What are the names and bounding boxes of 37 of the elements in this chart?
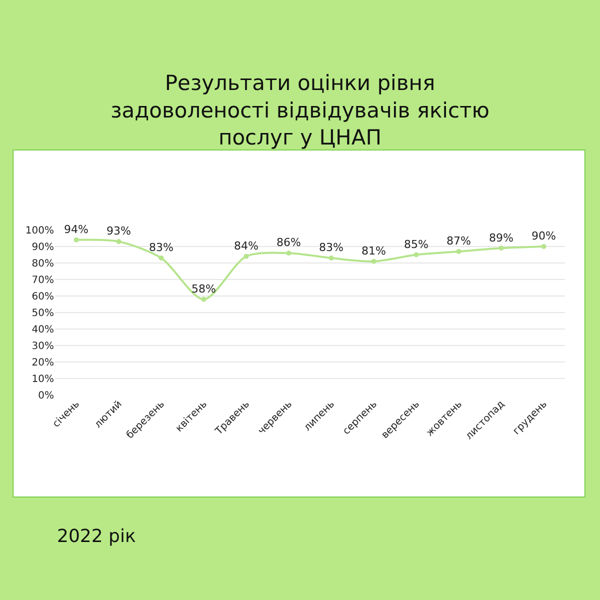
point	[286, 250, 292, 256]
data-label: 58%	[192, 282, 216, 296]
y-tick-label: 0%	[38, 390, 54, 402]
data-label: 84%	[234, 240, 258, 253]
y-tick-label: 60%	[32, 292, 54, 302]
point	[498, 246, 504, 251]
data-label: 83%	[149, 241, 174, 254]
y-tick-label: 10%	[32, 374, 54, 385]
data-label: 87%	[446, 234, 471, 248]
data-label: 85%	[404, 238, 428, 251]
data-label: 83%	[319, 241, 344, 254]
point	[371, 258, 376, 264]
data-label: 86%	[276, 236, 301, 250]
y-tick-label: 50%	[32, 308, 54, 319]
point	[414, 252, 419, 258]
y-tick-label: 90%	[32, 242, 54, 253]
point	[116, 239, 122, 244]
data-label: 93%	[106, 224, 131, 238]
y-tick-label: 80%	[32, 258, 54, 270]
chart-title: Результати оцінки рівня задоволеності відвідувачів якістю послуг у ЦНАП	[110, 71, 490, 150]
point	[328, 256, 334, 261]
point	[244, 254, 249, 259]
y-tick-label: 40%	[32, 324, 54, 336]
point	[201, 296, 206, 302]
data-label: 90%	[532, 230, 556, 243]
point	[158, 256, 164, 261]
point	[74, 237, 79, 242]
y-tick-label: 20%	[32, 358, 54, 368]
data-label: 89%	[489, 231, 514, 244]
y-tick-label: 30%	[32, 341, 54, 352]
data-label: 81%	[362, 244, 386, 258]
point	[456, 248, 462, 254]
point	[541, 244, 546, 249]
text: 2022 рік	[57, 526, 136, 547]
y-tick-label: 100%	[25, 226, 54, 236]
y-tick-label: 70%	[32, 275, 54, 286]
data-label: 94%	[64, 223, 88, 236]
